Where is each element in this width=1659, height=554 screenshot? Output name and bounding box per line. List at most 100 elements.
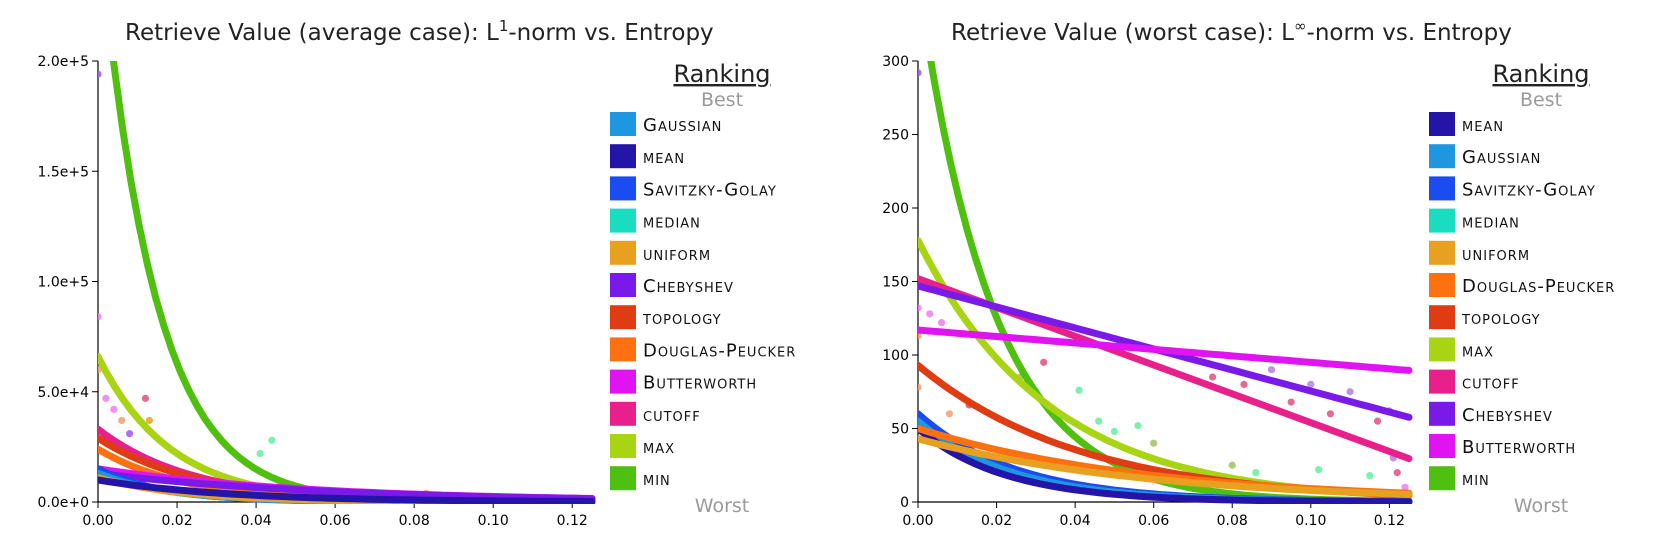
data-point — [945, 410, 954, 418]
data-point — [1287, 398, 1295, 406]
legend-swatch — [1429, 434, 1455, 458]
data-point — [1401, 483, 1409, 491]
legend-label: min — [643, 469, 671, 490]
data-point — [1366, 471, 1374, 480]
data-point — [1326, 410, 1335, 418]
data-point — [1252, 469, 1260, 477]
x-tick-label: 0.08 — [399, 513, 430, 529]
legend-label: cutoff — [1462, 373, 1520, 394]
legend-label: mean — [1462, 115, 1504, 136]
legend-swatch — [1429, 337, 1455, 362]
data-point — [1267, 366, 1276, 374]
legend-worst-label: Worst — [695, 495, 749, 517]
y-tick-label: 250 — [882, 128, 909, 144]
legend-swatch — [610, 434, 636, 458]
data-point — [145, 416, 153, 425]
panel-worst-case: Retrieve Value (worst case): L∞-norm vs.… — [882, 17, 1615, 529]
data-point — [110, 405, 118, 413]
legend-label: median — [643, 212, 701, 233]
series-line-min — [110, 61, 596, 504]
data-point — [256, 449, 264, 458]
legend-swatch — [1429, 369, 1455, 394]
chart-title-average: Retrieve Value (average case): L1-norm v… — [125, 17, 714, 46]
legend-swatch — [610, 112, 636, 136]
legend-title: Ranking — [1492, 60, 1589, 88]
y-tick-label: 0 — [900, 495, 909, 511]
panel-average-case: Retrieve Value (average case): L1-norm v… — [37, 17, 795, 529]
x-tick-label: 0.00 — [82, 513, 113, 529]
data-point — [1095, 417, 1103, 425]
data-point — [918, 383, 922, 391]
data-point — [126, 430, 134, 438]
data-point — [1315, 466, 1323, 474]
data-point — [1393, 469, 1401, 477]
legend-swatch — [610, 369, 636, 394]
legend-label: Butterworth — [643, 373, 757, 394]
data-point — [1040, 358, 1048, 366]
series-group — [98, 61, 596, 504]
legend-swatch — [610, 305, 636, 330]
legend-swatch — [1429, 208, 1455, 233]
legend-swatch — [610, 273, 636, 297]
y-tick-label: 0.0e+0 — [37, 495, 89, 511]
data-point — [926, 310, 934, 318]
legend-label: uniform — [643, 244, 711, 265]
x-tick-label: 0.06 — [320, 513, 351, 529]
legend-label: topology — [1461, 308, 1541, 329]
y-tick-label: 5.0e+4 — [37, 385, 89, 401]
data-point — [141, 394, 150, 402]
data-point — [118, 416, 126, 425]
x-tick-label: 0.00 — [902, 513, 933, 529]
y-tick-label: 1.0e+5 — [37, 275, 89, 291]
x-tick-label: 0.12 — [557, 513, 588, 529]
y-tick-label: 100 — [882, 348, 909, 364]
legend-label: cutoff — [643, 405, 701, 426]
series-line-mean — [918, 425, 1413, 504]
x-tick-label: 0.08 — [1217, 513, 1248, 529]
legend-label: topology — [642, 308, 722, 329]
legend-best-label: Best — [1520, 89, 1562, 111]
legend-label: max — [1462, 340, 1494, 361]
series-line-mean — [98, 476, 596, 504]
legend-swatch — [610, 144, 636, 169]
data-point — [1110, 427, 1118, 436]
legend-swatch — [610, 466, 636, 491]
legend-swatch — [610, 240, 636, 265]
x-tick-label: 0.04 — [1060, 513, 1091, 529]
data-point — [1209, 373, 1217, 381]
legend-swatch — [1429, 176, 1455, 201]
y-tick-label: 50 — [891, 422, 909, 438]
plot-area-average-case — [98, 61, 596, 504]
data-point — [1228, 461, 1236, 469]
chart-title-worst: Retrieve Value (worst case): L∞-norm vs.… — [951, 17, 1512, 46]
legend-label: uniform — [1462, 244, 1530, 265]
data-point — [98, 70, 102, 78]
series-line-chebyshev — [98, 469, 596, 503]
series-line-uniform — [918, 435, 1413, 498]
legend-swatch — [610, 337, 636, 362]
data-point — [1150, 439, 1158, 447]
legend-title: Ranking — [673, 60, 770, 88]
legend-swatch — [1429, 112, 1455, 136]
data-point — [918, 332, 922, 340]
data-point — [1075, 386, 1083, 394]
x-tick-label: 0.10 — [478, 513, 509, 529]
legend-worst-label: Worst — [1514, 495, 1568, 517]
legend-label: min — [1462, 469, 1490, 490]
legend-swatch — [1429, 401, 1455, 426]
axes-average-case: 0.0e+0 5.0e+4 1.0e+5 1.5e+5 2.0e+5 0.00 0.02 0.… — [37, 54, 592, 529]
legend-label: Gaussian — [1462, 147, 1541, 168]
y-tick-label: 2.0e+5 — [37, 54, 89, 70]
legend-label: Butterworth — [1462, 437, 1576, 458]
legend-best-label: Best — [701, 89, 743, 111]
legend-swatch — [1429, 240, 1455, 265]
y-tick-label: 1.5e+5 — [37, 164, 89, 180]
data-point — [102, 394, 110, 402]
series-line-butterworth — [918, 326, 1413, 374]
legend-swatch — [610, 208, 636, 233]
legend-label: median — [1462, 212, 1520, 233]
legend-swatch — [1429, 144, 1455, 169]
legend-label: Douglas-Peucker — [1462, 276, 1615, 297]
